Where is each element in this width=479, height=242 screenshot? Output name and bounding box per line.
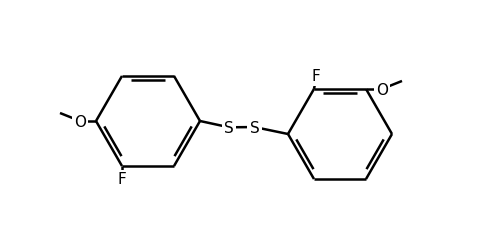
Text: F: F bbox=[118, 172, 126, 187]
Text: F: F bbox=[312, 69, 320, 84]
Text: O: O bbox=[74, 115, 86, 130]
Text: S: S bbox=[224, 121, 234, 136]
Text: S: S bbox=[250, 121, 260, 136]
Text: O: O bbox=[376, 83, 388, 98]
